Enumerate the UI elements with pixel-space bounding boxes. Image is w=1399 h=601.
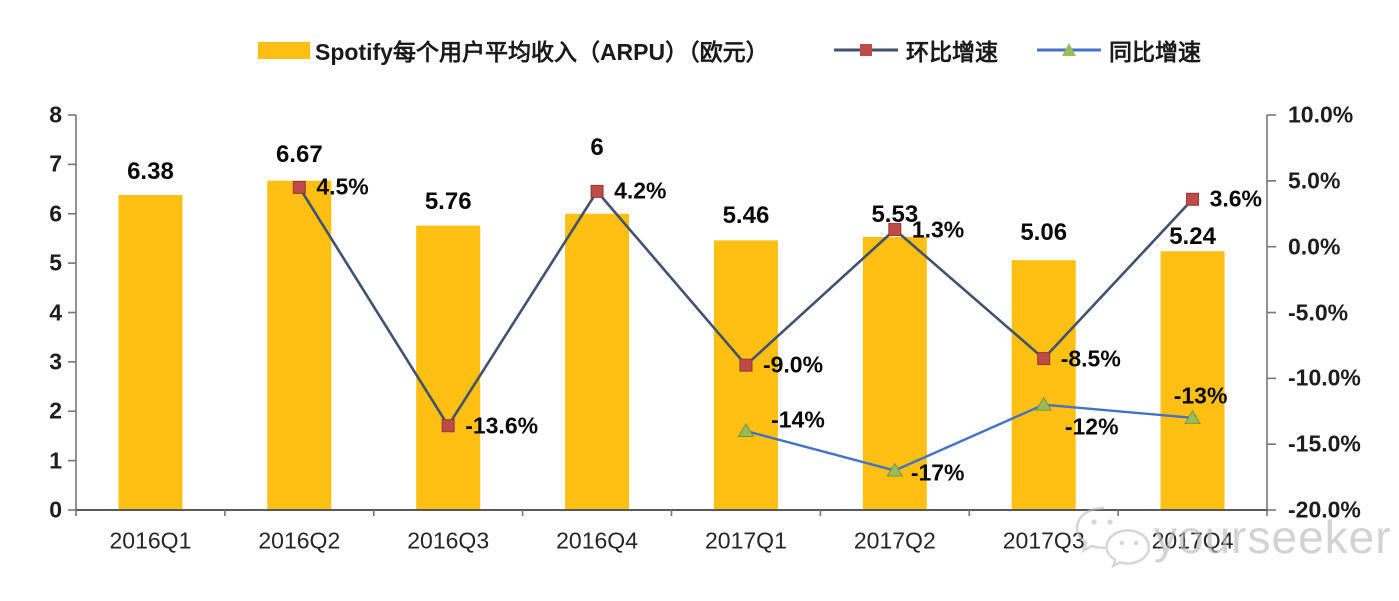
qoq-marker [292, 180, 306, 194]
qoq-marker [888, 223, 902, 237]
yoy-marker [1035, 396, 1053, 411]
legend-item-qoq: 环比增速 [833, 38, 998, 65]
bar-series-swatch [258, 41, 310, 59]
qoq-marker [590, 184, 604, 198]
qoq-marker [1037, 352, 1051, 366]
bar-2016Q1 [118, 194, 183, 511]
bar-2016Q4 [565, 213, 630, 510]
qoq-marker [1186, 192, 1200, 206]
legend-item-arpu: Spotify每个用户平均收入（ARPU）（欧元） [258, 38, 769, 65]
legend-item-yoy: 同比增速 [1036, 38, 1201, 65]
yoy-line-marker-icon [1037, 43, 1101, 56]
bar-2017Q1 [713, 240, 778, 510]
yoy-marker [1184, 409, 1201, 424]
bar-2016Q3 [416, 225, 481, 510]
yoy-marker [886, 462, 904, 477]
qoq-marker [441, 419, 455, 433]
legend-label-qoq: 环比增速 [906, 39, 998, 65]
yoy-marker [737, 423, 755, 437]
line-yoy [745, 403, 1193, 472]
bar-2017Q4 [1160, 251, 1225, 510]
legend-label-arpu: Spotify每个用户平均收入（ARPU）（欧元） [315, 39, 769, 65]
qoq-marker [739, 358, 753, 372]
qoq-line-marker-icon [834, 44, 898, 56]
bar-2016Q2 [267, 180, 332, 510]
legend-label-yoy: 同比增速 [1109, 39, 1201, 65]
bar-2017Q3 [1011, 260, 1076, 510]
